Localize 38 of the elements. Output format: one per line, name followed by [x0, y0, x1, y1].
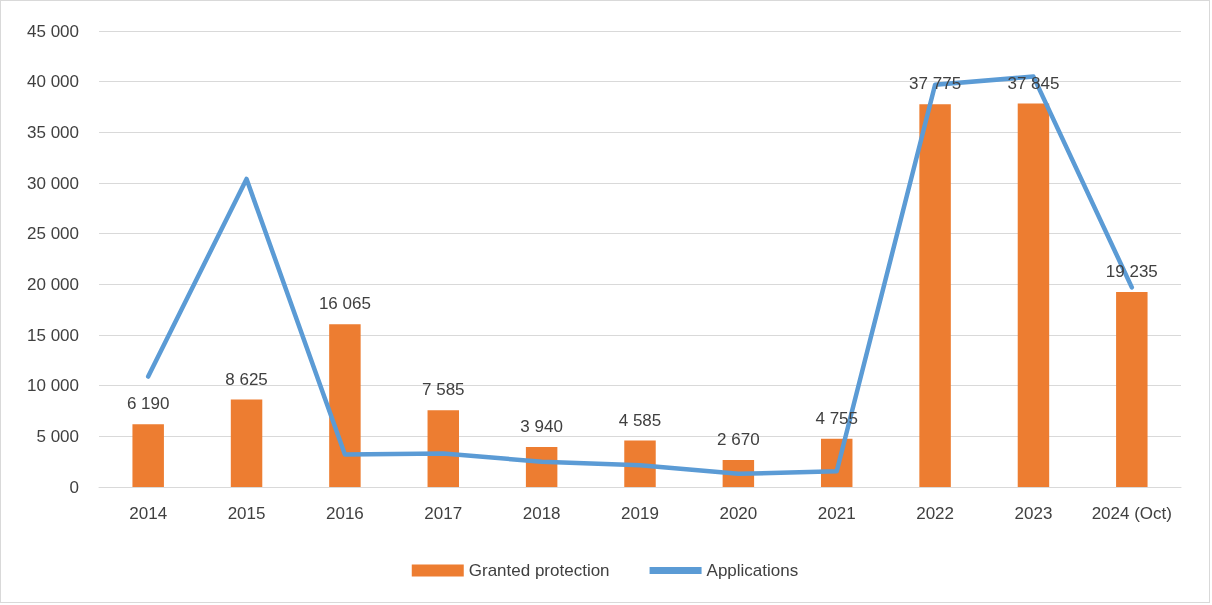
data-label: 6 190 — [126, 394, 170, 414]
x-tick-label: 2015 — [227, 504, 266, 523]
x-tick-label: 2016 — [326, 504, 364, 523]
x-tick-label: 2020 — [719, 504, 758, 523]
data-label: 8 625 — [225, 369, 268, 389]
y-tick-label: 0 — [69, 477, 79, 497]
y-tick-label: 25 000 — [27, 224, 79, 244]
data-label: 2 670 — [717, 429, 760, 449]
bar — [132, 424, 164, 487]
bar — [230, 399, 263, 487]
x-tick-label: 2018 — [522, 504, 561, 523]
y-tick-label: 45 000 — [27, 21, 79, 41]
x-tick-label: 2021 — [817, 504, 856, 523]
y-tick-label: 30 000 — [27, 173, 79, 193]
bar — [329, 324, 361, 487]
x-tick-label: 2014 — [129, 504, 168, 523]
y-tick-label: 15 000 — [27, 325, 79, 345]
x-tick-label: 2017 — [424, 504, 463, 523]
y-tick-label: 35 000 — [27, 122, 79, 142]
x-tick-label: 2023 — [1014, 504, 1053, 523]
data-label: 3 940 — [520, 417, 563, 437]
bar — [1017, 103, 1050, 487]
legend-label: Granted protection — [468, 561, 610, 580]
data-label: 19 235 — [1105, 262, 1158, 282]
y-tick-label: 10 000 — [27, 376, 79, 396]
data-label: 7 585 — [422, 380, 465, 400]
data-label: 4 585 — [618, 410, 662, 430]
y-tick-label: 40 000 — [27, 72, 79, 92]
bar — [427, 410, 460, 487]
y-tick-label: 20 000 — [27, 274, 79, 294]
x-tick-label: 2019 — [621, 504, 659, 523]
x-tick-label: 2024 (Oct) — [1091, 504, 1172, 523]
y-tick-label: 5 000 — [36, 426, 79, 446]
data-label: 16 065 — [318, 294, 371, 314]
bar — [1116, 292, 1148, 487]
bar — [919, 104, 951, 487]
x-tick-label: 2022 — [916, 504, 954, 523]
legend-label: Applications — [706, 561, 799, 580]
